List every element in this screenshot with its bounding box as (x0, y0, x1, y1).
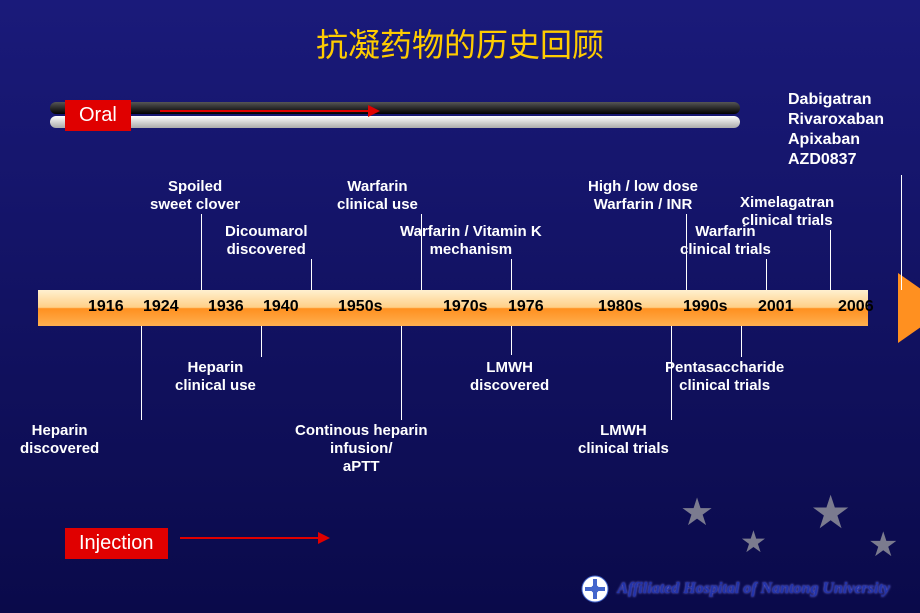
tick-line (261, 326, 262, 357)
tick-line (311, 259, 312, 290)
timeline-year: 1980s (598, 298, 643, 316)
timeline-year: 1990s (683, 298, 728, 316)
timeline-year: 1976 (508, 298, 544, 316)
oral-badge: Oral (65, 100, 131, 131)
timeline-event-bottom: Continous heparininfusion/aPTT (295, 422, 428, 476)
tick-line (201, 214, 202, 290)
star-icon: ★ (868, 525, 898, 565)
timeline-event-bottom: Heparindiscovered (20, 422, 99, 458)
star-icon: ★ (810, 485, 851, 539)
timeline-event-top: Warfarinclinical use (337, 178, 418, 214)
tick-line (511, 259, 512, 290)
timeline-arrow: 1916 1924 1936 1940 1950s 1970s 1976 1980s 1990s… (38, 290, 908, 326)
tick-line (401, 326, 402, 420)
timeline-year: 1940 (263, 298, 299, 316)
injection-arrow (180, 537, 320, 539)
tick-line (901, 175, 902, 290)
timeline-year: 1950s (338, 298, 383, 316)
footer: Affiliated Hospital of Nantong Universit… (581, 575, 890, 603)
slide-title: 抗凝药物的历史回顾 (0, 0, 920, 66)
timeline-event-bottom: LMWHdiscovered (470, 359, 549, 395)
hospital-logo-icon (581, 575, 609, 603)
tick-line (830, 230, 831, 290)
drug-item: Rivaroxaban (788, 110, 884, 130)
tick-line (741, 326, 742, 357)
timeline-event-bottom: LMWHclinical trials (578, 422, 669, 458)
oral-bar (50, 102, 740, 130)
injection-badge: Injection (65, 528, 168, 559)
tick-line (766, 259, 767, 290)
timeline-event-top: Dicoumaroldiscovered (225, 223, 308, 259)
drug-list: DabigatranRivaroxabanApixabanAZD0837 (788, 90, 884, 170)
timeline-year: 1936 (208, 298, 244, 316)
oral-arrow (160, 110, 370, 112)
drug-item: Dabigatran (788, 90, 884, 110)
timeline-event-top: High / low doseWarfarin / INR (588, 178, 698, 214)
drug-item: AZD0837 (788, 150, 884, 170)
timeline-year: 1924 (143, 298, 179, 316)
timeline-year: 1970s (443, 298, 488, 316)
star-icon: ★ (680, 490, 714, 535)
timeline-event-top: Warfarin / Vitamin Kmechanism (400, 223, 542, 259)
timeline-event-bottom: Pentasaccharideclinical trials (665, 359, 784, 395)
star-icon: ★ (740, 525, 767, 560)
timeline-year: 1916 (88, 298, 124, 316)
tick-line (141, 326, 142, 420)
timeline-event-bottom: Heparinclinical use (175, 359, 256, 395)
timeline-event-top: Ximelagatranclinical trials (740, 194, 834, 230)
timeline-year: 2006 (838, 298, 874, 316)
timeline-event-top: Spoiledsweet clover (150, 178, 240, 214)
footer-text: Affiliated Hospital of Nantong Universit… (617, 580, 890, 598)
drug-item: Apixaban (788, 130, 884, 150)
tick-line (511, 326, 512, 355)
timeline-year: 2001 (758, 298, 794, 316)
